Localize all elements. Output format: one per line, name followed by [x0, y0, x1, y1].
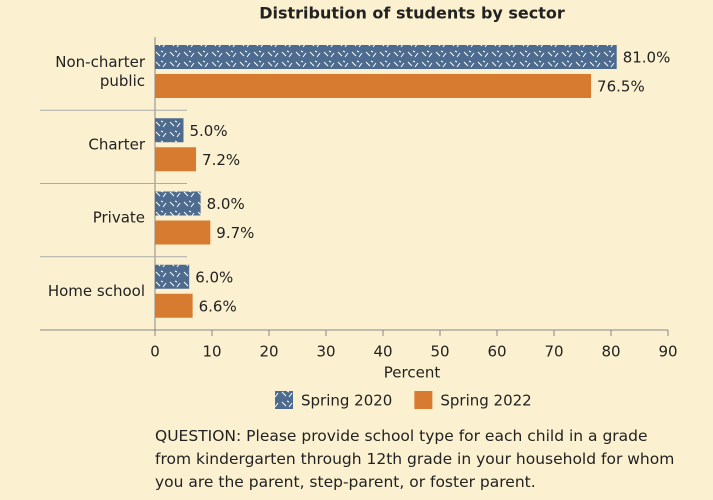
chart-title: Distribution of students by sector	[259, 4, 565, 23]
x-tick-label: 70	[544, 343, 563, 361]
x-tick-label: 20	[259, 343, 278, 361]
value-label: 5.0%	[190, 122, 228, 140]
bar-pattern	[155, 191, 201, 216]
value-label: 6.6%	[199, 297, 237, 315]
category-label: Private	[93, 208, 145, 226]
chart: Distribution of students by sector Perce…	[40, 4, 678, 410]
bar-pattern	[155, 118, 184, 143]
value-label: 8.0%	[207, 195, 245, 213]
legend-label: Spring 2020	[301, 392, 392, 410]
bar-pattern	[155, 45, 617, 69]
category-label: Home school	[48, 281, 145, 299]
bar	[155, 220, 211, 245]
bar	[155, 147, 197, 172]
value-label: 7.2%	[202, 151, 240, 169]
category-label: Charter	[88, 135, 145, 153]
x-tick-label: 10	[202, 343, 221, 361]
legend-label: Spring 2022	[440, 392, 531, 410]
bar	[155, 293, 193, 318]
x-tick-label: 40	[373, 343, 392, 361]
x-tick-label: 30	[316, 343, 335, 361]
x-tick-label: 90	[658, 343, 677, 361]
bar-pattern	[155, 264, 190, 289]
x-tick-label: 50	[430, 343, 449, 361]
x-tick-label: 80	[601, 343, 620, 361]
value-label: 6.0%	[195, 268, 233, 286]
legend-swatch-pattern	[275, 391, 293, 409]
question-note: QUESTION: Please provide school type for…	[155, 427, 675, 491]
value-label: 81.0%	[623, 49, 671, 67]
x-tick-label: 0	[150, 343, 160, 361]
bar	[155, 74, 592, 98]
legend-swatch	[414, 391, 433, 409]
value-label: 9.7%	[216, 224, 254, 242]
x-axis-label: Percent	[384, 364, 441, 382]
category-label: Non-charter public	[55, 53, 146, 90]
value-label: 76.5%	[597, 78, 645, 96]
x-tick-label: 60	[487, 343, 506, 361]
